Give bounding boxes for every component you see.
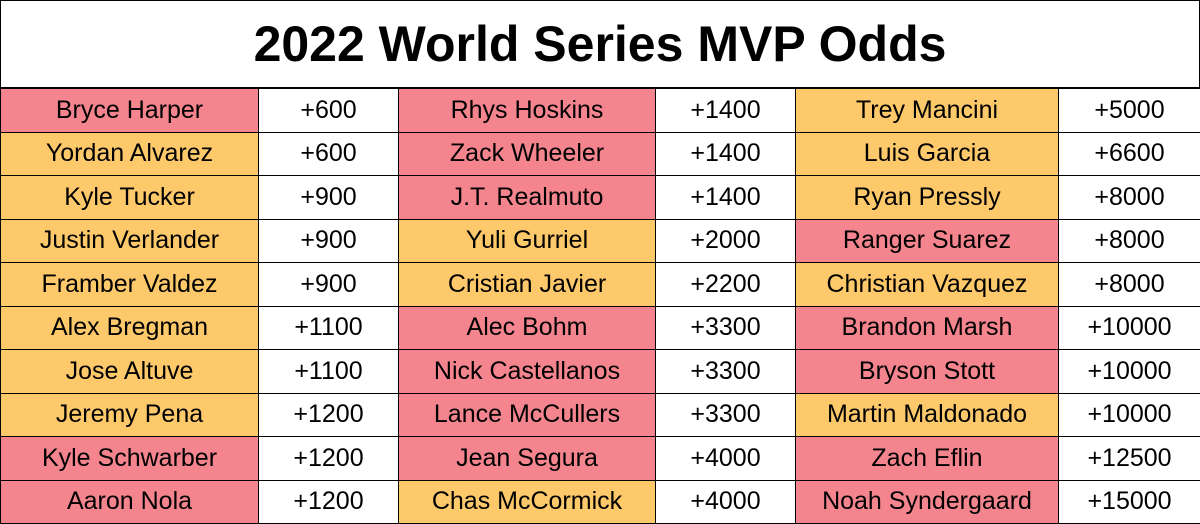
player-name: Luis Garcia: [795, 132, 1059, 177]
player-name: Framber Valdez: [0, 262, 259, 307]
odds: +10000: [1058, 349, 1200, 394]
odds: +5000: [1058, 88, 1200, 133]
odds: +900: [258, 175, 399, 220]
player-name: Justin Verlander: [0, 219, 259, 264]
odds: +1100: [258, 306, 399, 351]
odds: +8000: [1058, 262, 1200, 307]
player-name: Jeremy Pena: [0, 393, 259, 438]
player-name: Ranger Suarez: [795, 219, 1059, 264]
odds: +1100: [258, 349, 399, 394]
odds: +600: [258, 132, 399, 177]
player-name: Jose Altuve: [0, 349, 259, 394]
player-name: Chas McCormick: [398, 480, 656, 524]
odds: +3300: [655, 349, 796, 394]
odds: +8000: [1058, 219, 1200, 264]
player-name: Trey Mancini: [795, 88, 1059, 133]
odds: +4000: [655, 436, 796, 481]
odds: +2200: [655, 262, 796, 307]
player-name: Bryce Harper: [0, 88, 259, 133]
player-name: Zack Wheeler: [398, 132, 656, 177]
odds: +1400: [655, 175, 796, 220]
odds: +900: [258, 219, 399, 264]
odds: +3300: [655, 306, 796, 351]
odds: +1400: [655, 132, 796, 177]
player-name: Christian Vazquez: [795, 262, 1059, 307]
odds: +1200: [258, 480, 399, 524]
player-name: Bryson Stott: [795, 349, 1059, 394]
player-name: Kyle Schwarber: [0, 436, 259, 481]
player-name: Jean Segura: [398, 436, 656, 481]
odds: +4000: [655, 480, 796, 524]
odds: +2000: [655, 219, 796, 264]
odds: +1400: [655, 88, 796, 133]
odds: +1200: [258, 393, 399, 438]
odds: +6600: [1058, 132, 1200, 177]
odds: +12500: [1058, 436, 1200, 481]
player-name: Nick Castellanos: [398, 349, 656, 394]
player-name: Yordan Alvarez: [0, 132, 259, 177]
player-name: Alex Bregman: [0, 306, 259, 351]
odds: +10000: [1058, 306, 1200, 351]
player-name: Noah Syndergaard: [795, 480, 1059, 524]
odds: +1200: [258, 436, 399, 481]
odds: +15000: [1058, 480, 1200, 524]
player-name: Cristian Javier: [398, 262, 656, 307]
odds: +900: [258, 262, 399, 307]
odds: +10000: [1058, 393, 1200, 438]
odds: +3300: [655, 393, 796, 438]
odds: +8000: [1058, 175, 1200, 220]
player-name: J.T. Realmuto: [398, 175, 656, 220]
title: 2022 World Series MVP Odds: [0, 0, 1200, 88]
odds: +600: [258, 88, 399, 133]
player-name: Martin Maldonado: [795, 393, 1059, 438]
player-name: Rhys Hoskins: [398, 88, 656, 133]
player-name: Lance McCullers: [398, 393, 656, 438]
player-name: Kyle Tucker: [0, 175, 259, 220]
player-name: Brandon Marsh: [795, 306, 1059, 351]
player-name: Alec Bohm: [398, 306, 656, 351]
player-name: Yuli Gurriel: [398, 219, 656, 264]
player-name: Aaron Nola: [0, 480, 259, 524]
player-name: Ryan Pressly: [795, 175, 1059, 220]
player-name: Zach Eflin: [795, 436, 1059, 481]
